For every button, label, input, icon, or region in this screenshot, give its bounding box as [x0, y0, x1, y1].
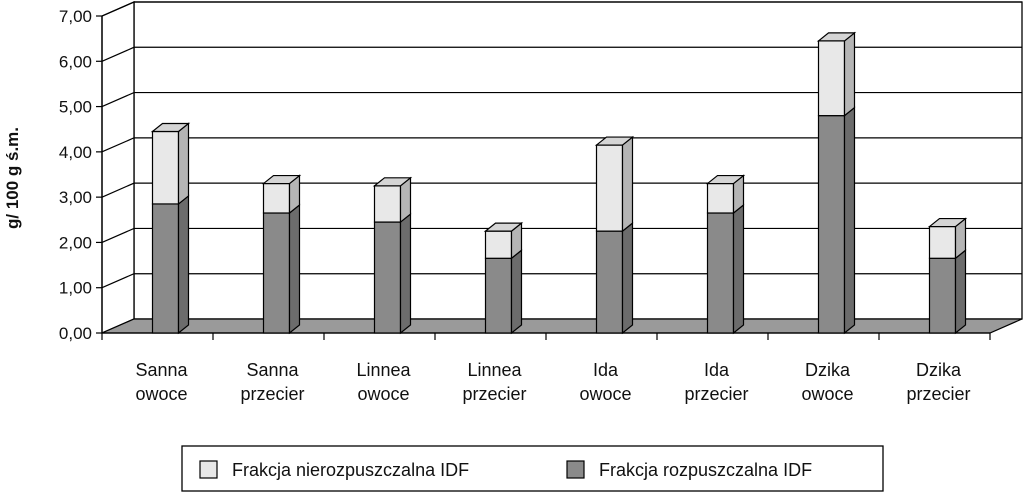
bar-top [483, 222, 524, 232]
y-tick-label: 6,00 [59, 52, 92, 71]
bar-top [150, 122, 191, 133]
x-tick-label: Sanna owoce [135, 360, 188, 404]
bar-face [151, 203, 180, 334]
y-tick-label: 7,00 [59, 7, 92, 26]
bar-face [595, 144, 624, 232]
bar-segment-insoluble [483, 221, 524, 260]
bar-segment-soluble [151, 194, 190, 335]
bar-face [484, 257, 513, 334]
bar-face [928, 257, 957, 334]
bar-side [510, 249, 523, 335]
bar-segment-soluble [706, 203, 745, 335]
bar-segment-insoluble [927, 217, 968, 260]
legend-label: Frakcja nierozpuszczalna IDF [232, 460, 469, 480]
bar-side [177, 194, 190, 335]
gridline [101, 1, 1022, 17]
bar-top [261, 174, 302, 185]
chart-floor [101, 318, 1023, 334]
bar-top [705, 174, 746, 185]
bar-side [843, 106, 856, 335]
bar-segment-soluble [595, 221, 634, 335]
bar-face [373, 185, 402, 223]
side-wall [101, 1, 135, 334]
gridline [101, 46, 1022, 62]
bar-face [817, 115, 846, 334]
bar-segment-soluble [928, 249, 967, 335]
legend-swatch [199, 460, 218, 479]
bar-side [288, 203, 301, 335]
bar-face [928, 225, 957, 259]
bar-side [732, 203, 745, 335]
x-tick-label: Dzika przecier [906, 360, 970, 404]
bar-top [594, 136, 635, 146]
x-tick-label: Linnea owoce [356, 360, 411, 404]
x-tick-label: Ida przecier [684, 360, 748, 404]
bar-top [372, 177, 413, 187]
y-tick-label: 1,00 [59, 279, 92, 298]
gridline [101, 91, 1022, 108]
bar-side [621, 221, 634, 335]
bar-segment-insoluble [372, 176, 413, 224]
y-tick-label: 4,00 [59, 143, 92, 162]
y-axis-title: g/ 100 g ś.m. [3, 127, 22, 229]
bar-side [954, 249, 967, 335]
x-axis: Sanna owoce Sanna przecier Linnea owoce Linnea… [101, 332, 991, 404]
y-tick-label: 2,00 [59, 233, 92, 252]
gridline [101, 137, 1022, 153]
bar-face [262, 182, 291, 214]
bar-segment-soluble [262, 203, 301, 335]
y-tick-label: 0,00 [59, 324, 92, 343]
x-tick-label: Dzika owoce [801, 360, 853, 404]
x-tick-label: Ida owoce [579, 360, 631, 404]
bar-face [706, 212, 735, 334]
bar-segment-insoluble [261, 174, 302, 215]
bar-side [621, 135, 634, 233]
bar-face [817, 40, 846, 117]
bar-top [816, 32, 857, 42]
legend-swatch [566, 460, 585, 479]
bars [150, 31, 968, 335]
x-tick-label: Sanna przecier [240, 360, 304, 404]
chart-walls [101, 1, 1023, 334]
bar-face [595, 230, 624, 334]
bar-side [399, 212, 412, 335]
bar-segment-insoluble [150, 122, 191, 206]
bar-segment-insoluble [594, 135, 635, 233]
bar-face [484, 230, 513, 259]
bar-face [262, 212, 291, 334]
bar-segment-soluble [484, 249, 523, 335]
bar-side [843, 31, 856, 117]
floor-plane [101, 318, 1023, 334]
x-tick-label: Linnea przecier [462, 360, 526, 404]
legend-label: Frakcja rozpuszczalna IDF [599, 460, 812, 480]
bar-segment-insoluble [705, 174, 746, 215]
bar-side [177, 122, 190, 206]
bar-segment-insoluble [816, 31, 857, 117]
legend: Frakcja nierozpuszczalna IDF Frakcja rozp… [181, 445, 884, 492]
bar-face [373, 221, 402, 334]
y-tick-label: 3,00 [59, 188, 92, 207]
bar-segment-soluble [817, 106, 856, 335]
legend-box [181, 445, 884, 492]
bar-face [151, 130, 180, 205]
bar-top [927, 217, 968, 228]
bar-face [706, 182, 735, 214]
y-axis: 0,00 1,00 2,00 3,00 4,00 5,00 6,00 7,00 [59, 7, 103, 343]
y-tick-label: 5,00 [59, 98, 92, 117]
bar-segment-soluble [373, 212, 412, 335]
